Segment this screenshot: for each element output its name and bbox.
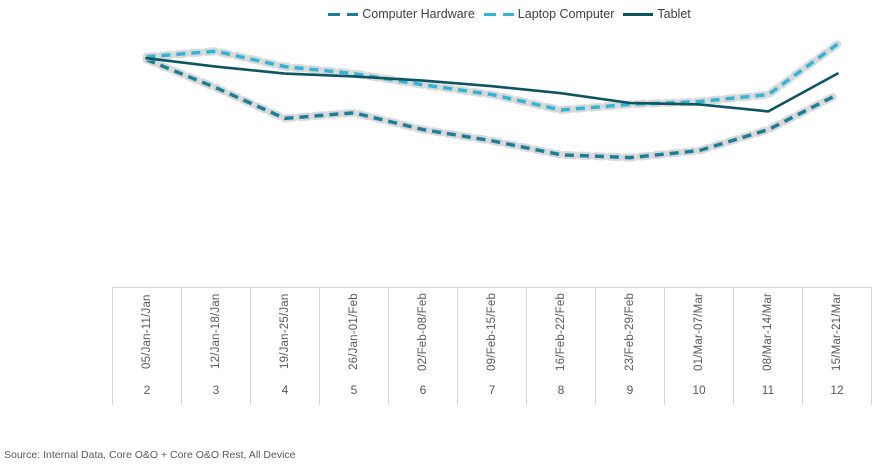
series-line-laptop-computer bbox=[146, 42, 839, 112]
x-axis-week-number: 3 bbox=[212, 383, 220, 397]
x-axis-week-number: 7 bbox=[488, 383, 496, 397]
x-axis-date-label: 05/Jan-11/Jan bbox=[141, 294, 153, 369]
x-axis-date-label: 16/Feb-22/Feb bbox=[555, 292, 567, 371]
x-axis-week-number: 8 bbox=[557, 383, 565, 397]
x-axis-date-label: 15/Mar-21/Mar bbox=[831, 292, 843, 371]
legend-label: Laptop Computer bbox=[517, 7, 615, 21]
x-axis-cell: 19/Jan-25/Jan 4 bbox=[250, 288, 319, 405]
x-axis-week-number: 10 bbox=[692, 383, 706, 397]
x-axis-cell: 26/Jan-01/Feb 5 bbox=[319, 288, 388, 405]
x-axis-week-number: 6 bbox=[419, 383, 427, 397]
x-axis-week-number: 5 bbox=[350, 383, 358, 397]
source-note: Source: Internal Data, Core O&O + Core O… bbox=[4, 449, 296, 461]
series-line-tablet bbox=[145, 56, 839, 113]
x-axis-week-number: 11 bbox=[761, 383, 775, 397]
x-axis-date-label: 01/Mar-07/Mar bbox=[693, 292, 705, 371]
x-axis-week-number: 2 bbox=[143, 383, 151, 397]
x-axis-cell: 01/Mar-07/Mar 10 bbox=[664, 288, 733, 405]
x-axis-table: 05/Jan-11/Jan 2 12/Jan-18/Jan 3 19/Jan-25/Ja… bbox=[112, 287, 872, 405]
legend-label: Tablet bbox=[657, 7, 691, 21]
legend-label: Computer Hardware bbox=[362, 7, 475, 21]
x-axis-cell: 09/Feb-15/Feb 7 bbox=[457, 288, 526, 405]
x-axis-cell: 12/Jan-18/Jan 3 bbox=[181, 288, 250, 405]
x-axis-date-label: 02/Feb-08/Feb bbox=[417, 292, 429, 371]
legend-item-laptop-computer: Laptop Computer bbox=[483, 7, 615, 21]
x-axis-date-label: 12/Jan-18/Jan bbox=[210, 293, 222, 370]
legend-item-computer-hardware: Computer Hardware bbox=[328, 7, 475, 21]
legend-marker-icon bbox=[328, 12, 359, 16]
x-axis-date-label: 26/Jan-01/Feb bbox=[348, 293, 360, 370]
x-axis-cell: 16/Feb-22/Feb 8 bbox=[526, 288, 595, 405]
x-axis-date-label: 19/Jan-25/Jan bbox=[279, 293, 291, 370]
series-line-computer-hardware bbox=[145, 57, 839, 160]
x-axis-date-label: 23/Feb-29/Feb bbox=[624, 292, 636, 371]
x-axis-cell: 08/Mar-14/Mar 11 bbox=[733, 288, 802, 405]
legend-marker-icon bbox=[483, 12, 514, 16]
chart-legend: Computer Hardware Laptop Computer Tablet bbox=[0, 7, 879, 21]
x-axis-week-number: 9 bbox=[626, 383, 634, 397]
legend-marker-icon bbox=[623, 12, 654, 16]
x-axis-cell: 05/Jan-11/Jan 2 bbox=[112, 288, 181, 405]
x-axis-date-label: 08/Mar-14/Mar bbox=[762, 292, 774, 371]
x-axis-cell: 23/Feb-29/Feb 9 bbox=[595, 288, 664, 405]
legend-item-tablet: Tablet bbox=[623, 7, 691, 21]
x-axis-date-label: 09/Feb-15/Feb bbox=[486, 292, 498, 371]
x-axis-week-number: 12 bbox=[830, 383, 844, 397]
x-axis-cell: 15/Mar-21/Mar 12 bbox=[802, 288, 872, 405]
x-axis-cell: 02/Feb-08/Feb 6 bbox=[388, 288, 457, 405]
x-axis-week-number: 4 bbox=[281, 383, 289, 397]
line-plot bbox=[142, 40, 842, 162]
